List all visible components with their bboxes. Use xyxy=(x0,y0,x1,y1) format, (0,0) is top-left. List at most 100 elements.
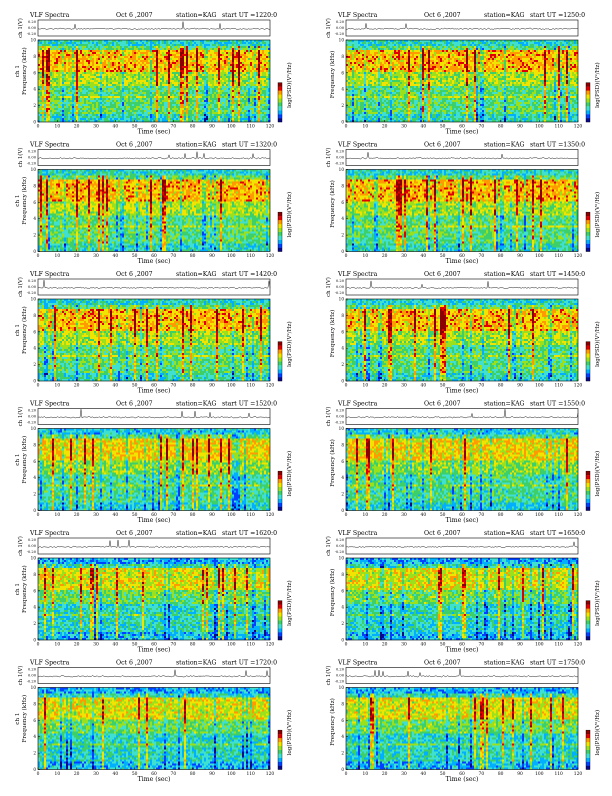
spectrogram-cell xyxy=(114,102,116,104)
spectrogram-cell xyxy=(232,118,234,120)
spectrogram-cell xyxy=(112,94,114,96)
spectrogram-cell xyxy=(226,94,228,96)
spectrogram-cell xyxy=(126,60,128,62)
spectrogram-cell xyxy=(38,92,40,94)
spectrogram-cell xyxy=(116,96,118,98)
spectrogram-cell xyxy=(184,118,186,120)
spectrogram-cell xyxy=(42,66,44,68)
spectrogram-cell xyxy=(264,68,266,70)
spectrogram-cell xyxy=(136,80,138,82)
spectrogram-cell xyxy=(58,58,60,60)
spectrogram-cell xyxy=(254,100,256,102)
spectrogram-cell xyxy=(90,90,92,92)
spectrogram-cell xyxy=(234,86,236,88)
spectrogram-cell xyxy=(42,98,44,100)
spectrogram-cell xyxy=(144,40,146,42)
spectrogram-cell xyxy=(176,70,178,72)
spectrogram-cell xyxy=(128,62,130,64)
spectrogram-cell xyxy=(98,72,100,74)
spectrogram-cell xyxy=(166,84,168,86)
spectrogram-cell xyxy=(128,68,130,70)
spectrogram-cell xyxy=(226,104,228,106)
spectrogram-cell xyxy=(74,74,76,76)
spectrogram-cell xyxy=(174,72,176,74)
spectrogram-cell xyxy=(66,56,68,58)
spectrogram-cell xyxy=(76,78,78,80)
spectrogram-cell xyxy=(98,54,100,56)
spectrogram-cell xyxy=(152,108,154,110)
spectrogram-cell xyxy=(144,78,146,80)
spectrogram-cell xyxy=(54,56,56,58)
spectrogram-cell xyxy=(126,44,128,46)
spectrogram-cell xyxy=(236,64,238,66)
spectrogram-cell xyxy=(218,46,220,48)
spectrogram-cell xyxy=(62,104,64,106)
spectrogram-cell xyxy=(198,90,200,92)
spectrogram-cell xyxy=(54,84,56,86)
spectrogram-cell xyxy=(174,90,176,92)
spectrogram-cell xyxy=(200,64,202,66)
panel-title: VLF Spectra xyxy=(29,12,70,19)
spectrogram-cell xyxy=(136,116,138,118)
spectrogram-cell xyxy=(238,96,240,98)
spectrogram-cell xyxy=(220,98,222,100)
spectrogram-cell xyxy=(222,94,224,96)
spectrogram-cell xyxy=(502,40,504,42)
spectrogram-cell xyxy=(226,92,228,94)
spectrogram-cell xyxy=(190,48,192,50)
spectrogram-cell xyxy=(192,46,194,48)
spectrogram-cell xyxy=(140,74,142,76)
spectrogram-cell xyxy=(224,116,226,118)
spectrogram-cell xyxy=(210,44,212,46)
spectrogram-cell xyxy=(142,88,144,90)
spectrogram-cell xyxy=(42,42,44,44)
spectrogram-cell xyxy=(144,48,146,50)
spectrogram-cell xyxy=(104,80,106,82)
spectrogram-cell xyxy=(174,50,176,52)
spectrogram-cell xyxy=(370,42,372,44)
spectrogram-cell xyxy=(152,98,154,100)
spectrogram-cell xyxy=(116,98,118,100)
spectrogram-cell xyxy=(110,68,112,70)
spectrogram-cell xyxy=(174,54,176,56)
spectrogram-cell xyxy=(170,90,172,92)
spectrogram-cell xyxy=(204,64,206,66)
spectrogram-cell xyxy=(154,108,156,110)
spectrogram-cell xyxy=(50,58,52,60)
spectrogram-cell xyxy=(150,102,152,104)
spectrogram-cell xyxy=(266,44,268,46)
spectrogram-cell xyxy=(246,50,248,52)
spectrogram-cell xyxy=(190,102,192,104)
spectrogram-cell xyxy=(204,72,206,74)
spectrogram-cell xyxy=(96,58,98,60)
spectrogram-cell xyxy=(184,54,186,56)
spectrogram-cell xyxy=(212,112,214,114)
spectrogram-cell xyxy=(120,52,122,54)
spectrogram-cell xyxy=(156,102,158,104)
spectrogram-cell xyxy=(256,42,258,44)
spectrogram-cell xyxy=(110,86,112,88)
spectrogram-cell xyxy=(206,70,208,72)
spectrogram-cell xyxy=(206,50,208,52)
spectrogram-cell xyxy=(82,86,84,88)
spectrogram-cell xyxy=(56,42,58,44)
spectrogram-cell xyxy=(132,104,134,106)
spectrogram-cell xyxy=(226,50,228,52)
spectrogram-cell xyxy=(256,112,258,114)
spectrogram-cell xyxy=(166,116,168,118)
spectrogram-cell xyxy=(242,80,244,82)
spectrogram-cell xyxy=(144,50,146,52)
spectrogram-cell xyxy=(228,66,230,68)
spectrogram-cell xyxy=(102,46,104,48)
spectrogram-cell xyxy=(160,52,162,54)
spectrogram-cell xyxy=(248,106,250,108)
spectrogram-cell xyxy=(146,88,148,90)
spectrogram-cell xyxy=(350,42,352,44)
spectrogram-cell xyxy=(216,114,218,116)
spectrogram-cell xyxy=(152,114,154,116)
spectrogram-cell xyxy=(168,44,170,46)
spectrogram-cell xyxy=(156,116,158,118)
spectrogram-cell xyxy=(194,78,196,80)
spectrogram-cell xyxy=(148,112,150,114)
